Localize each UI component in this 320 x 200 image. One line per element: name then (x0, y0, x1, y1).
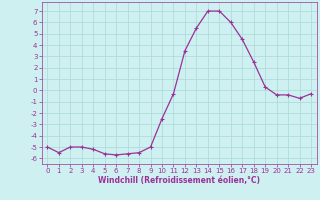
X-axis label: Windchill (Refroidissement éolien,°C): Windchill (Refroidissement éolien,°C) (98, 176, 260, 185)
